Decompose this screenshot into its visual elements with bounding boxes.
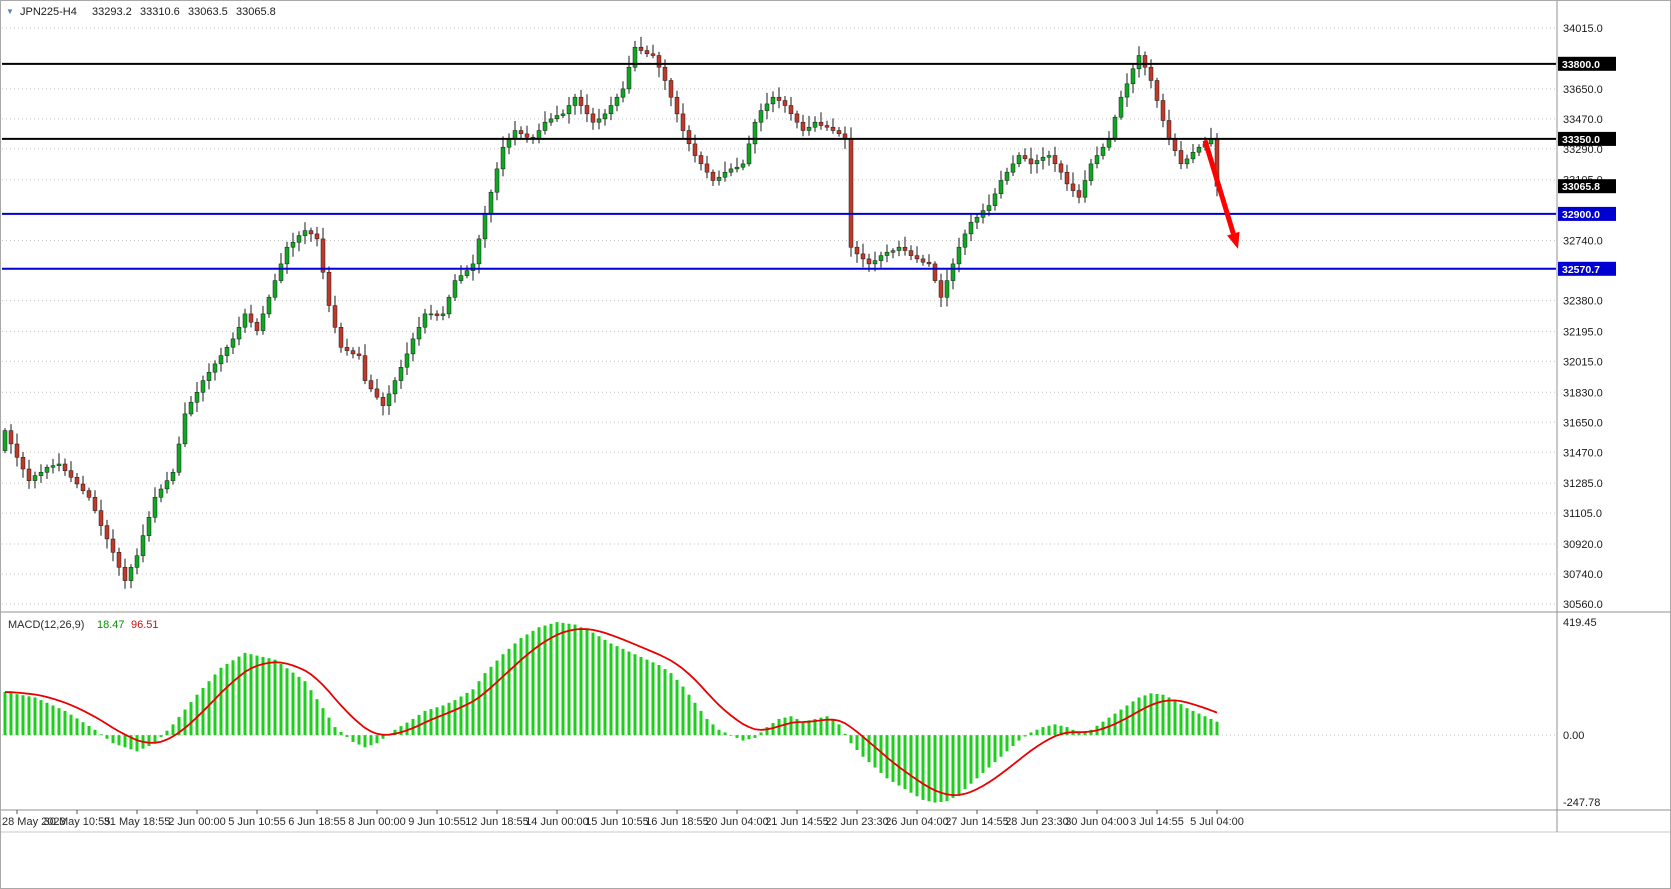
macd-value: 18.47 — [97, 619, 125, 631]
price-close: 33065.8 — [236, 6, 276, 18]
svg-text:31 May 18:55: 31 May 18:55 — [104, 816, 171, 828]
macd-signal-value: 96.51 — [131, 619, 159, 631]
svg-text:26 Jun 04:00: 26 Jun 04:00 — [885, 816, 949, 828]
svg-text:32195.0: 32195.0 — [1563, 326, 1603, 338]
price-low: 33063.5 — [188, 6, 228, 18]
svg-text:32570.7: 32570.7 — [1562, 264, 1600, 276]
svg-text:3 Jul 14:55: 3 Jul 14:55 — [1130, 816, 1184, 828]
svg-text:33290.0: 33290.0 — [1563, 144, 1603, 156]
svg-text:33350.0: 33350.0 — [1562, 134, 1600, 146]
svg-text:32900.0: 32900.0 — [1562, 209, 1600, 221]
svg-text:31105.0: 31105.0 — [1563, 508, 1602, 520]
symbol-name: JPN225-H4 — [20, 6, 77, 18]
svg-text:22 Jun 23:30: 22 Jun 23:30 — [825, 816, 889, 828]
svg-text:33650.0: 33650.0 — [1563, 84, 1603, 96]
svg-text:15 Jun 10:55: 15 Jun 10:55 — [585, 816, 649, 828]
svg-text:0.00: 0.00 — [1563, 730, 1584, 742]
price-tags: 33800.0 33350.0 33065.8 32900.0 32570.7 — [1558, 56, 1616, 276]
macd-indicator-label: MACD(12,26,9) — [8, 619, 84, 631]
support-resistance-levels[interactable] — [2, 62, 1556, 270]
candlesticks — [2, 36, 1220, 589]
svg-text:30560.0: 30560.0 — [1563, 599, 1603, 611]
price-tag-33800.0 — [1558, 56, 1616, 71]
macd-histogram — [3, 622, 1219, 803]
svg-text:20 Jun 04:00: 20 Jun 04:00 — [705, 816, 769, 828]
svg-text:31650.0: 31650.0 — [1563, 417, 1603, 429]
svg-text:31285.0: 31285.0 — [1563, 478, 1603, 490]
svg-text:8 Jun 00:00: 8 Jun 00:00 — [348, 816, 406, 828]
svg-text:6 Jun 18:55: 6 Jun 18:55 — [288, 816, 346, 828]
svg-text:30920.0: 30920.0 — [1563, 539, 1603, 551]
price-tag-33065.8 — [1558, 179, 1616, 194]
svg-text:5 Jun 10:55: 5 Jun 10:55 — [228, 816, 286, 828]
svg-text:2 Jun 00:00: 2 Jun 00:00 — [168, 816, 226, 828]
svg-text:33800.0: 33800.0 — [1562, 59, 1600, 71]
svg-text:32740.0: 32740.0 — [1563, 236, 1603, 248]
svg-text:33065.8: 33065.8 — [1562, 181, 1600, 193]
trend-arrow[interactable] — [1202, 139, 1240, 249]
svg-text:14 Jun 00:00: 14 Jun 00:00 — [525, 816, 589, 828]
svg-text:9 Jun 10:55: 9 Jun 10:55 — [408, 816, 466, 828]
grid-lines — [2, 27, 1556, 736]
macd-signal-line — [4, 628, 1218, 797]
price-tag-32900.0 — [1558, 206, 1616, 221]
price-tag-33350.0 — [1558, 131, 1616, 146]
svg-text:419.45: 419.45 — [1563, 617, 1597, 629]
svg-text:5 Jul 04:00: 5 Jul 04:00 — [1190, 816, 1244, 828]
svg-text:30 Jun 04:00: 30 Jun 04:00 — [1065, 816, 1129, 828]
svg-text:28 Jun 23:30: 28 Jun 23:30 — [1005, 816, 1069, 828]
price-high: 33310.6 — [140, 6, 180, 18]
svg-text:33470.0: 33470.0 — [1563, 114, 1603, 126]
svg-text:31470.0: 31470.0 — [1563, 447, 1603, 459]
svg-text:30740.0: 30740.0 — [1563, 569, 1603, 581]
svg-text:16 Jun 18:55: 16 Jun 18:55 — [645, 816, 709, 828]
svg-text:34015.0: 34015.0 — [1563, 23, 1603, 35]
svg-text:30 May 10:55: 30 May 10:55 — [44, 816, 111, 828]
svg-text:12 Jun 18:55: 12 Jun 18:55 — [465, 816, 529, 828]
svg-text:28 May 2023: 28 May 2023 — [2, 816, 66, 828]
price-open: 33293.2 — [92, 6, 132, 18]
svg-text:31830.0: 31830.0 — [1563, 387, 1603, 399]
symbol-dropdown-icon[interactable]: ▼ — [6, 7, 14, 16]
svg-text:32015.0: 32015.0 — [1563, 356, 1603, 368]
price-tag-32570.7 — [1558, 261, 1616, 276]
svg-text:-247.78: -247.78 — [1563, 797, 1600, 809]
svg-text:21 Jun 14:55: 21 Jun 14:55 — [765, 816, 829, 828]
svg-text:27 Jun 14:55: 27 Jun 14:55 — [945, 816, 1009, 828]
svg-text:32380.0: 32380.0 — [1563, 296, 1603, 308]
